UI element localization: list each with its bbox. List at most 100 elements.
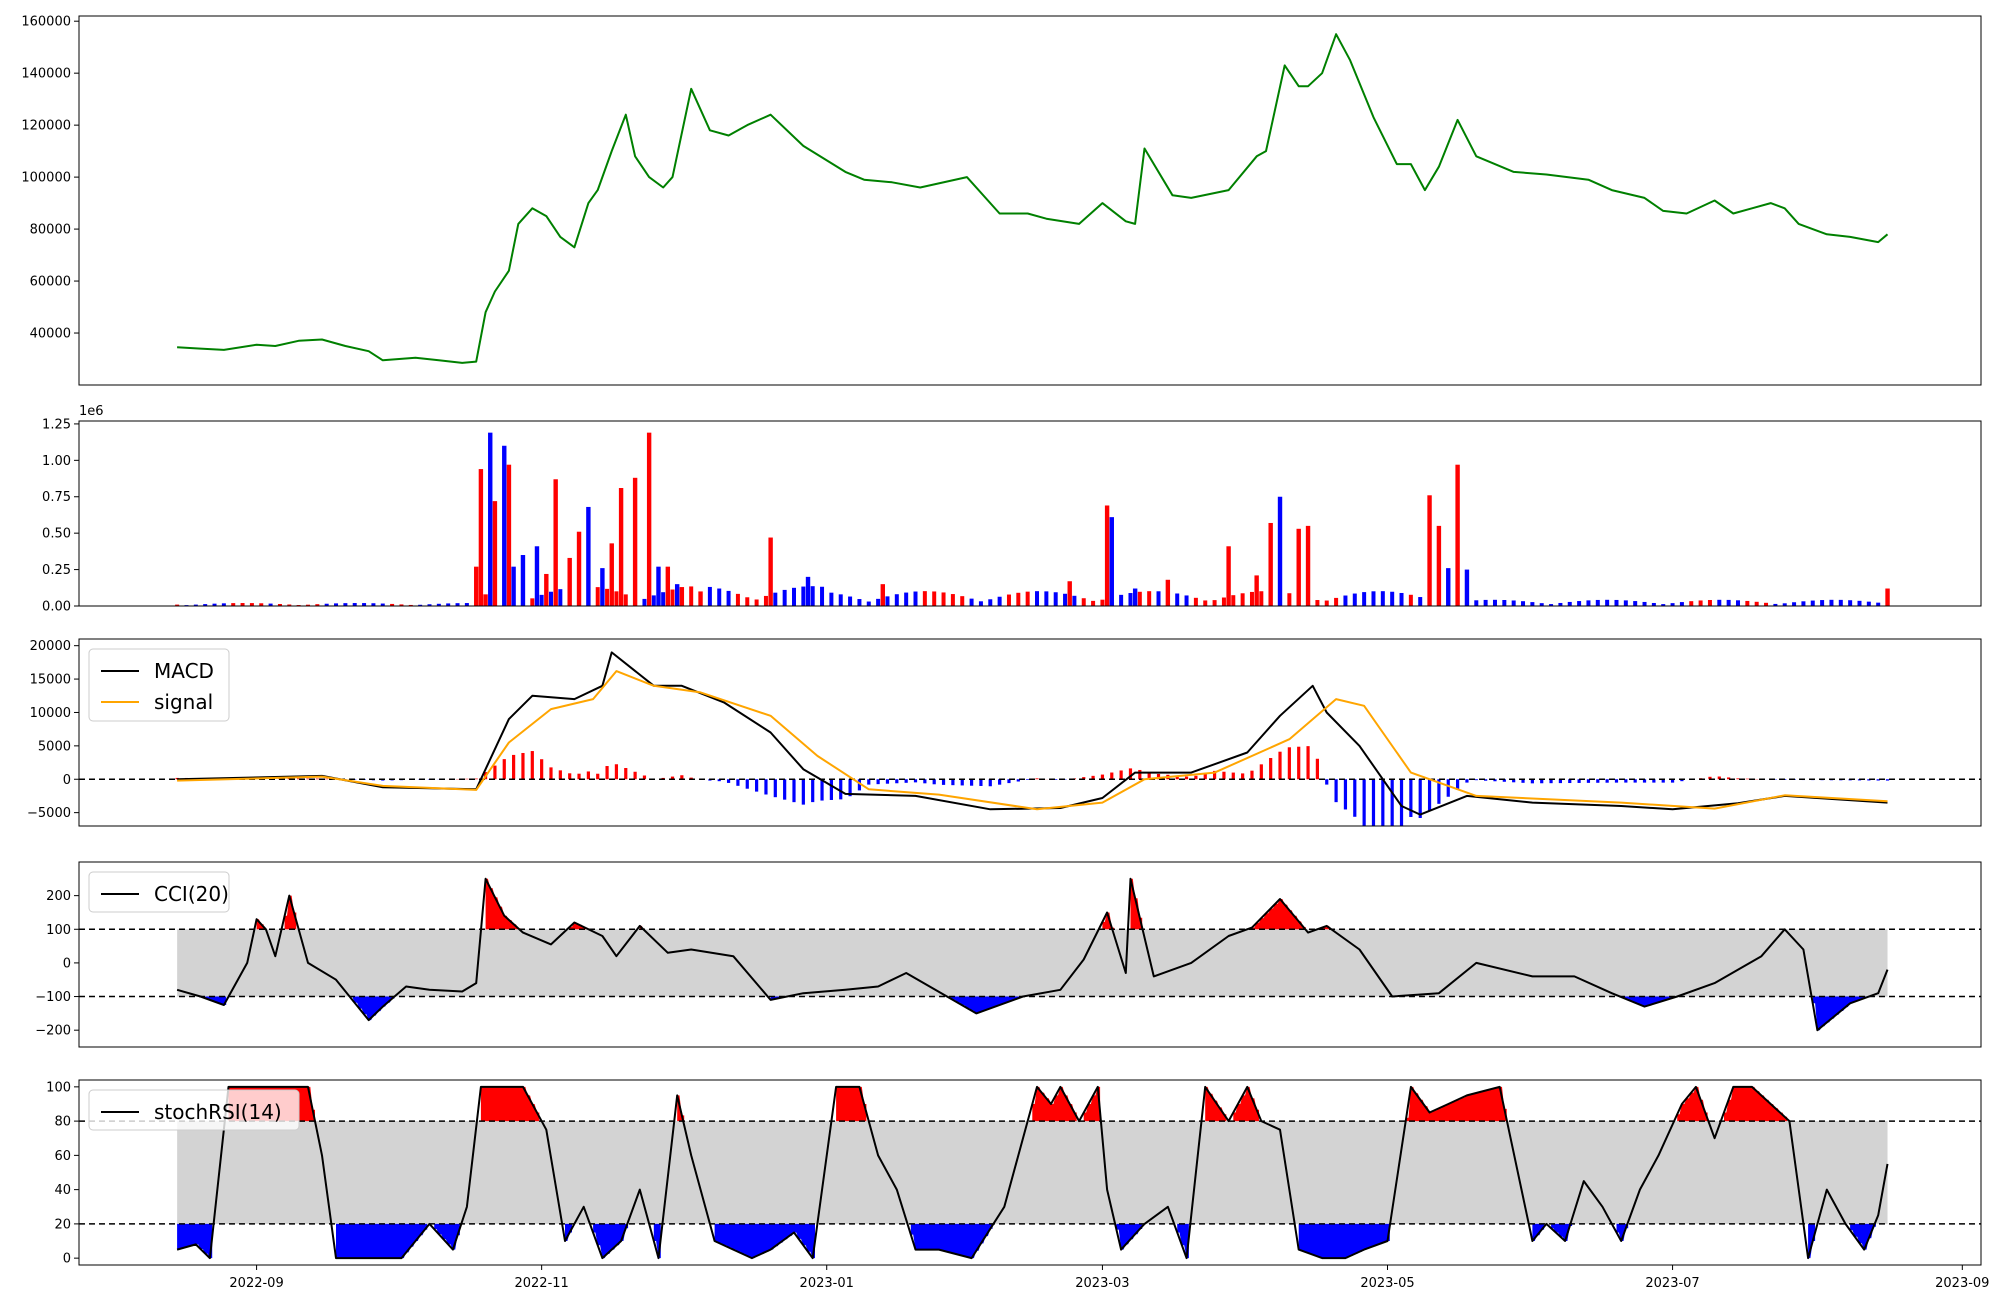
volume-bar xyxy=(277,604,282,606)
volume-bar xyxy=(689,586,694,606)
macd-histogram-bar xyxy=(1614,779,1619,783)
macd-histogram-bar xyxy=(1203,773,1207,780)
macd-histogram-bar xyxy=(577,773,581,780)
stochrsi-oversold-fill xyxy=(1298,1223,1390,1259)
macd-histogram-bar xyxy=(1231,772,1235,780)
volume-bar xyxy=(305,604,310,606)
volume-bar xyxy=(1277,496,1283,606)
macd-histogram-bar xyxy=(605,766,609,780)
stochrsi-overbought-fill xyxy=(1233,1086,1259,1122)
volume-bar xyxy=(1782,603,1787,606)
volume-bar xyxy=(1642,601,1647,606)
macd-histogram-bar xyxy=(969,779,974,786)
volume-bar xyxy=(1226,546,1231,606)
volume-bar xyxy=(1623,600,1628,606)
volume-bar xyxy=(1254,575,1259,606)
volume-ytick-label: 0.25 xyxy=(42,563,71,578)
macd-histogram-bar xyxy=(586,771,590,780)
volume-bar xyxy=(661,592,666,606)
volume-bar xyxy=(483,594,488,606)
macd-histogram-bar xyxy=(1334,779,1338,803)
macd-histogram-bar xyxy=(1241,773,1245,780)
macd-histogram-bar xyxy=(1371,779,1376,826)
macd-histogram-bar xyxy=(521,752,525,780)
macd-histogram-bar xyxy=(1661,779,1665,783)
volume-axes-frame xyxy=(78,420,1982,607)
volume-bar xyxy=(287,604,292,606)
x-tick-label: 2022-11 xyxy=(514,1276,568,1291)
volume-bar xyxy=(371,603,376,606)
macd-histogram-bar xyxy=(1727,777,1731,780)
volume-bar xyxy=(1128,593,1133,606)
volume-bar xyxy=(548,591,553,606)
stochrsi-ytick-label: 20 xyxy=(54,1217,71,1232)
price-axes-frame xyxy=(78,15,1982,386)
volume-bar xyxy=(1474,600,1479,606)
legend-label: MACD xyxy=(154,659,214,683)
volume-bar xyxy=(618,488,624,606)
volume-bar xyxy=(932,591,937,606)
volume-bar xyxy=(1156,591,1161,606)
volume-bar xyxy=(656,566,661,606)
price-panel: 40000 60000 80000 100000 120000 140000 160000 xyxy=(21,15,1982,386)
macd-histogram-bar xyxy=(904,779,908,783)
macd-histogram-bar xyxy=(1540,779,1544,784)
macd-histogram-bar xyxy=(1605,779,1609,783)
cci-axes-frame xyxy=(78,861,1982,1048)
volume-bar xyxy=(1371,591,1376,606)
macd-histogram-bar xyxy=(736,779,740,786)
macd-histogram-bar xyxy=(1549,779,1553,784)
macd-histogram-bar xyxy=(680,775,684,780)
volume-bar xyxy=(1754,601,1759,606)
volume-bar xyxy=(1315,600,1320,606)
volume-bar xyxy=(315,604,320,606)
volume-bar xyxy=(1829,599,1834,606)
volume-bar xyxy=(362,603,367,606)
volume-bar xyxy=(1109,517,1114,606)
stochrsi-oversold-fill xyxy=(336,1223,428,1259)
macd-histogram-bar xyxy=(624,768,628,780)
volume-bar xyxy=(478,469,484,606)
volume-bar xyxy=(1352,593,1357,606)
stochrsi-overbought-fill xyxy=(480,1086,540,1122)
volume-bar xyxy=(609,543,614,606)
macd-histogram-bar xyxy=(1512,779,1516,783)
volume-bar xyxy=(1605,599,1610,606)
price-ytick-label: 40000 xyxy=(30,327,71,342)
macd-histogram-bar xyxy=(689,777,693,780)
volume-bar xyxy=(1633,601,1638,606)
cci-ytick-label: 100 xyxy=(46,923,71,938)
macd-histogram-bar xyxy=(1409,779,1413,817)
stochrsi-ytick-label: 60 xyxy=(54,1149,71,1164)
volume-bar xyxy=(1745,600,1750,606)
volume-bar xyxy=(894,594,899,606)
volume-bar xyxy=(646,432,652,606)
volume-bar xyxy=(885,596,890,606)
volume-bar xyxy=(1399,592,1404,606)
macd-histogram-bar xyxy=(1119,770,1123,780)
volume-bar xyxy=(1492,599,1497,606)
macd-histogram-bar xyxy=(1175,775,1179,780)
volume-bar xyxy=(1614,599,1619,606)
macd-histogram-bar xyxy=(596,773,600,780)
macd-axes-frame xyxy=(78,638,1982,827)
cci-oversold-fill xyxy=(948,996,1021,1014)
volume-bar xyxy=(1539,603,1544,606)
stochrsi-overbought-fill xyxy=(836,1086,867,1122)
volume-bar xyxy=(665,566,671,606)
macd-histogram-bar xyxy=(1091,775,1095,780)
macd-histogram-bar xyxy=(885,779,890,784)
macd-histogram-bar xyxy=(1082,777,1086,780)
volume-bar xyxy=(1707,599,1712,606)
volume-bar xyxy=(1137,591,1142,606)
macd-histogram-bar xyxy=(1325,779,1329,785)
volume-bar xyxy=(1296,528,1301,606)
volume-bar xyxy=(698,591,703,606)
x-tick-label: 2023-03 xyxy=(1075,1276,1129,1291)
x-tick-label: 2023-01 xyxy=(800,1276,854,1291)
macd-histogram-bar xyxy=(895,779,899,784)
legend-box xyxy=(88,1089,300,1131)
macd-histogram-bar xyxy=(1418,779,1422,818)
volume-bar xyxy=(866,601,871,606)
volume-bar xyxy=(1436,525,1442,606)
